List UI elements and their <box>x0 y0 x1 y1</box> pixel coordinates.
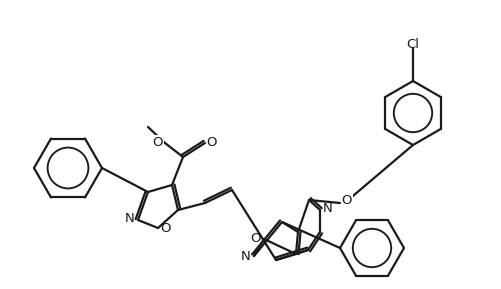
Text: N: N <box>240 249 250 262</box>
Text: O: O <box>160 223 171 236</box>
Text: Cl: Cl <box>406 38 419 51</box>
Text: O: O <box>152 136 163 149</box>
Text: O: O <box>206 136 217 149</box>
Text: O: O <box>341 194 352 208</box>
Text: N: N <box>323 201 332 214</box>
Text: O: O <box>250 231 261 244</box>
Text: N: N <box>125 212 135 225</box>
